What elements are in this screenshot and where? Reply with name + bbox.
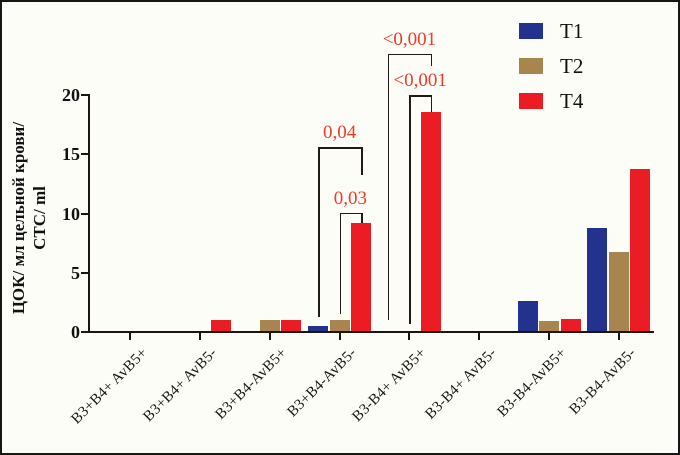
- bar-t1-group4: [308, 325, 329, 331]
- significance-bracket-right-leg: [430, 53, 433, 66]
- y-axis-title-line1: ЦОК/ мл цельной крови/: [9, 121, 28, 315]
- significance-bracket-top: [318, 147, 363, 149]
- bar-t4-group7: [560, 319, 581, 331]
- significance-bracket-top: [387, 53, 433, 56]
- legend-swatch-t1: [519, 23, 543, 39]
- legend-item-t1: T1: [519, 19, 584, 43]
- significance-bracket-right-leg: [361, 147, 363, 175]
- bar-t4-group5: [420, 111, 441, 331]
- y-tick-label: 15: [62, 144, 80, 165]
- x-category-label: B3-B4+ AvB5+: [349, 345, 430, 425]
- bar-t2-group8: [608, 251, 629, 331]
- y-axis-tick: [81, 271, 88, 274]
- significance-bracket-right-leg: [430, 95, 433, 112]
- significance-bracket-left-leg: [409, 95, 411, 324]
- significance-bracket-top: [339, 212, 363, 214]
- x-axis-tick: [478, 333, 481, 340]
- x-axis-tick: [338, 333, 341, 340]
- x-category-label: B3+B4-AvB5+: [212, 345, 291, 423]
- x-category-label: B3-B4-AvB5-: [566, 345, 640, 418]
- y-axis-tick: [81, 153, 88, 156]
- legend-item-t2: T2: [519, 54, 584, 78]
- legend-label: T1: [560, 19, 584, 43]
- y-tick-label: 5: [71, 262, 80, 283]
- x-axis-line: [88, 331, 654, 333]
- significance-label: <0,001: [393, 70, 447, 92]
- legend-swatch-t2: [519, 58, 543, 74]
- significance-label: 0,04: [322, 122, 357, 144]
- x-axis-tick: [129, 333, 131, 340]
- y-axis-line: [88, 94, 90, 333]
- x-axis-tick: [198, 333, 201, 340]
- significance-bracket-left-leg: [339, 212, 342, 315]
- x-category-label: B3+B4+ AvB5+: [67, 345, 151, 428]
- x-category-label: B3-B4+ AvB5-: [422, 345, 500, 423]
- bar-t1-group8: [587, 227, 608, 331]
- x-category-label: B3+B4+ AvB5-: [140, 345, 221, 425]
- y-axis-tick: [81, 94, 88, 96]
- x-category-label: B3-B4-AvB5+: [494, 345, 570, 421]
- x-category-label: B3+B4-AvB5-: [284, 345, 360, 421]
- bar-t4-group8: [630, 168, 651, 331]
- x-axis-tick: [617, 333, 620, 340]
- legend: T1 T2 T4: [519, 19, 584, 128]
- legend-item-t4: T4: [519, 89, 584, 113]
- significance-bracket-left-leg: [387, 53, 390, 321]
- y-axis-tick: [81, 331, 88, 333]
- bar-t4-group3: [281, 320, 302, 331]
- y-tick-label: 20: [62, 85, 80, 105]
- y-tick-label: 0: [71, 322, 80, 342]
- significance-label: <0,001: [382, 28, 437, 50]
- significance-bracket-left-leg: [318, 147, 320, 317]
- bar-t2-group4: [329, 320, 350, 331]
- legend-label: T2: [560, 54, 584, 78]
- bar-t2-group3: [259, 320, 280, 331]
- significance-bracket-top: [409, 95, 433, 97]
- legend-swatch-t4: [519, 93, 543, 109]
- y-axis-tick: [81, 212, 88, 215]
- bar-t1-group7: [517, 301, 538, 331]
- legend-label: T4: [560, 89, 584, 113]
- bar-t4-group2: [211, 320, 232, 331]
- x-axis-tick: [548, 333, 551, 340]
- significance-label: 0,03: [333, 187, 367, 209]
- x-axis-tick: [268, 333, 271, 340]
- bar-t2-group7: [539, 320, 560, 331]
- x-axis-tick: [408, 333, 411, 340]
- significance-bracket-right-leg: [361, 212, 363, 224]
- bar-t4-group4: [351, 223, 372, 331]
- y-tick-label: 10: [62, 203, 80, 224]
